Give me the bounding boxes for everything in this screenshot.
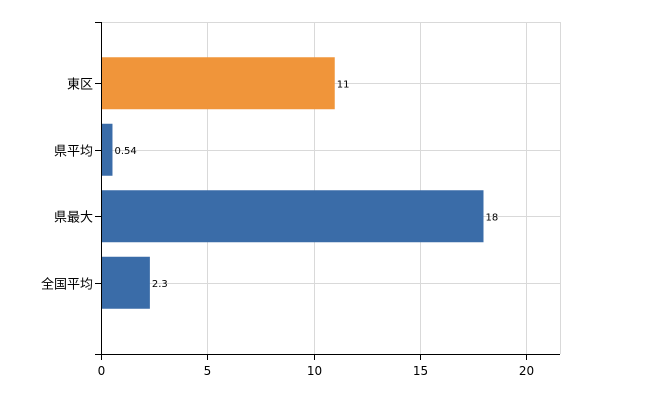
data-label: 18 [486,212,499,223]
x-tick-label: 0 [98,364,106,378]
bar [101,256,150,309]
data-label: 11 [337,79,350,90]
bar [101,190,484,243]
category-label: 県平均 [54,145,93,160]
x-tick-label: 20 [519,364,534,378]
labels: 11 東区 0.54 県平均 18 県最大 2.3 全国平均 0 5 10 15 20 [41,77,534,379]
data-label: 2.3 [152,279,168,290]
x-tick-label: 15 [413,364,428,378]
category-label: 東区 [67,77,93,93]
data-label: 0.54 [114,146,136,157]
bars [101,57,484,309]
x-tick-label: 10 [307,364,322,378]
category-label: 県最大 [54,211,93,226]
bar [101,57,335,110]
x-tick-label: 5 [204,364,212,378]
bar [101,123,113,176]
category-label: 全国平均 [41,277,93,293]
axes [95,22,560,360]
